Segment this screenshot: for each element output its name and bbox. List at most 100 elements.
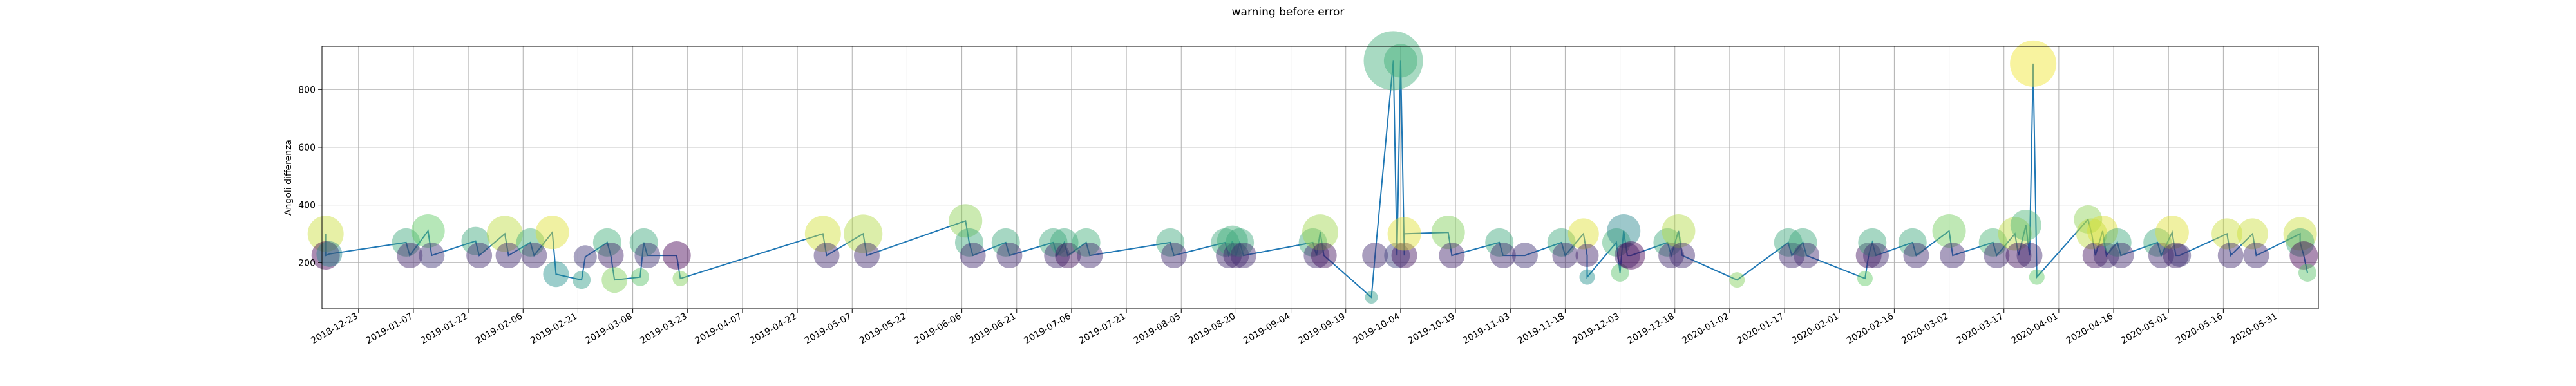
- data-point: [1226, 228, 1255, 257]
- data-point: [630, 268, 649, 286]
- y-tick-label: 800: [298, 85, 316, 95]
- x-tick-label: 2019-03-08: [583, 311, 634, 347]
- data-point: [1788, 228, 1817, 257]
- data-point: [1658, 243, 1685, 269]
- x-tick-label: 2018-12-23: [309, 311, 359, 347]
- data-point: [960, 243, 986, 269]
- data-point: [2108, 243, 2134, 269]
- data-point: [1439, 243, 1465, 269]
- data-point: [1774, 228, 1803, 257]
- x-tick-label: 2019-07-21: [1077, 311, 1128, 347]
- x-tick-label: 2019-07-06: [1022, 311, 1073, 347]
- data-point: [1863, 243, 1889, 269]
- data-point: [316, 241, 343, 267]
- data-point: [1940, 243, 1966, 269]
- x-tick-label: 2019-05-22: [858, 311, 908, 347]
- x-tick-label: 2019-11-18: [1516, 311, 1566, 347]
- data-point: [1932, 214, 1966, 248]
- data-point: [2168, 244, 2192, 268]
- data-point: [1729, 272, 1745, 288]
- x-tick-label: 2019-02-21: [529, 311, 579, 347]
- series-line: [325, 60, 2308, 299]
- x-tick-label: 2019-06-21: [967, 311, 1018, 347]
- data-point: [1230, 243, 1256, 269]
- x-tick-label: 2019-10-19: [1406, 311, 1457, 347]
- data-point: [2103, 228, 2132, 257]
- data-point: [1998, 217, 2032, 251]
- data-point: [2005, 243, 2032, 269]
- data-point: [629, 228, 658, 257]
- x-tick-label: 2019-05-07: [803, 311, 853, 347]
- data-point: [1611, 263, 1629, 282]
- x-tick-label: 2019-09-19: [1296, 311, 1347, 347]
- data-point: [2010, 40, 2057, 87]
- data-point: [1387, 217, 1421, 251]
- data-point: [1363, 31, 1423, 91]
- data-point: [2217, 243, 2244, 269]
- x-tick-label: 2020-04-16: [2065, 311, 2116, 347]
- y-axis: 200 400 600 800: [298, 85, 322, 268]
- data-point: [2087, 215, 2119, 246]
- data-point: [1662, 214, 1696, 248]
- data-point: [573, 245, 597, 269]
- x-tick-label: 2019-08-05: [1132, 311, 1182, 347]
- data-point: [521, 243, 547, 269]
- x-tick-label: 2019-04-07: [693, 311, 743, 347]
- data-point: [411, 214, 445, 248]
- data-point: [1223, 243, 1249, 269]
- series-polyline: [325, 60, 2308, 299]
- data-point: [954, 228, 983, 257]
- data-point: [1050, 228, 1079, 257]
- x-tick-label: 2020-03-17: [1955, 311, 2005, 347]
- data-point: [598, 243, 624, 269]
- data-point: [543, 261, 569, 288]
- data-point: [1490, 243, 1516, 269]
- x-tick-label: 2019-10-04: [1351, 311, 1402, 347]
- x-tick-label: 2019-01-07: [364, 311, 414, 347]
- data-point: [1055, 243, 1081, 269]
- data-point: [2289, 241, 2318, 270]
- data-point: [1855, 243, 1882, 269]
- data-point: [1302, 214, 1338, 251]
- y-tick-label: 600: [298, 143, 316, 153]
- x-tick-label: 2019-09-04: [1242, 311, 1293, 347]
- plot-frame: [321, 46, 2319, 309]
- data-point: [1978, 228, 2007, 257]
- data-point: [1794, 243, 1820, 269]
- data-point: [1579, 269, 1595, 285]
- data-point: [804, 216, 841, 252]
- x-tick-label: 2019-03-23: [638, 311, 688, 347]
- y-tick-label: 200: [298, 258, 316, 268]
- grid: [322, 46, 2318, 309]
- data-point: [1653, 228, 1682, 257]
- data-point: [1216, 243, 1242, 269]
- data-point: [1984, 243, 2010, 269]
- x-tick-label: 2020-02-16: [1845, 311, 1896, 347]
- data-point: [1077, 243, 1103, 269]
- data-point: [996, 243, 1023, 269]
- data-point: [1391, 243, 1417, 269]
- data-point: [813, 243, 840, 269]
- data-point: [2076, 218, 2107, 250]
- data-point: [466, 243, 493, 269]
- data-point: [1858, 228, 1887, 257]
- data-point: [1614, 243, 1640, 269]
- data-point: [1575, 244, 1599, 268]
- data-point: [2163, 243, 2189, 269]
- data-point: [1511, 243, 1538, 269]
- data-point: [1365, 291, 1378, 304]
- x-tick-label: 2020-01-02: [1680, 311, 1730, 347]
- x-tick-label: 2020-02-01: [1790, 311, 1841, 347]
- data-point: [535, 216, 569, 250]
- data-point: [991, 228, 1020, 257]
- y-axis-label: Angoli differenza: [283, 140, 294, 216]
- data-point: [2010, 209, 2041, 241]
- data-point: [1898, 228, 1927, 257]
- data-point: [672, 270, 688, 286]
- data-point: [1217, 225, 1248, 257]
- data-point: [2298, 263, 2316, 282]
- data-point: [592, 228, 621, 257]
- x-tick-label: 2020-01-17: [1736, 311, 1786, 347]
- series-points: [307, 31, 2318, 304]
